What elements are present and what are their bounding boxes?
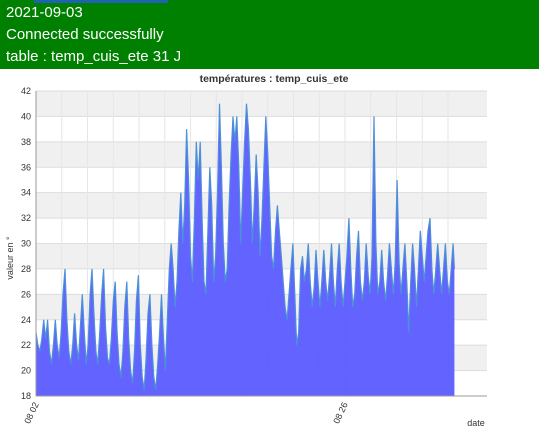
y-tick-label: 24: [21, 315, 31, 325]
series-line: [35, 103, 455, 390]
grid-band: [36, 141, 487, 168]
chart-title: températures : temp_cuis_ete: [200, 73, 349, 85]
y-tick-label: 42: [21, 86, 31, 96]
y-tick-label: 36: [21, 162, 31, 172]
x-tick-label: 08 26: [331, 401, 350, 426]
y-tick-label: 28: [21, 264, 31, 274]
chart-container: 18 20 22 24 26 28 30 32 34 36 38 40 42 08 02 08 26 te…: [0, 69, 539, 443]
y-tick-label: 38: [21, 137, 31, 147]
y-tick-label: 32: [21, 213, 31, 223]
header-bar: 2021-09-03 Connected successfully table …: [0, 0, 539, 69]
y-tick-label: 22: [21, 340, 31, 350]
grid-band: [36, 91, 487, 117]
y-axis: 18 20 22 24 26 28 30 32 34 36 38 40 42: [21, 86, 37, 401]
temperature-chart: 18 20 22 24 26 28 30 32 34 36 38 40 42 08 02 08 26 te…: [5, 73, 487, 428]
x-axis: 08 02 08 26: [22, 395, 487, 426]
y-tick-label: 40: [21, 111, 31, 121]
series-area: [36, 103, 455, 396]
y-tick-label: 26: [21, 289, 31, 299]
header-top-tab[interactable]: [34, 0, 168, 3]
table-info: table : temp_cuis_ete 31 J: [6, 48, 182, 65]
connection-status: Connected successfully: [6, 26, 164, 43]
grid-band: [36, 192, 487, 219]
date-text: 2021-09-03: [6, 4, 83, 21]
y-axis-label: valeur en °: [5, 236, 15, 280]
x-axis-label: date: [467, 418, 485, 428]
y-tick-label: 18: [21, 391, 31, 401]
y-tick-label: 30: [21, 239, 31, 249]
y-tick-label: 34: [21, 188, 31, 198]
x-tick-label: 08 02: [22, 401, 41, 426]
y-tick-label: 20: [21, 366, 31, 376]
